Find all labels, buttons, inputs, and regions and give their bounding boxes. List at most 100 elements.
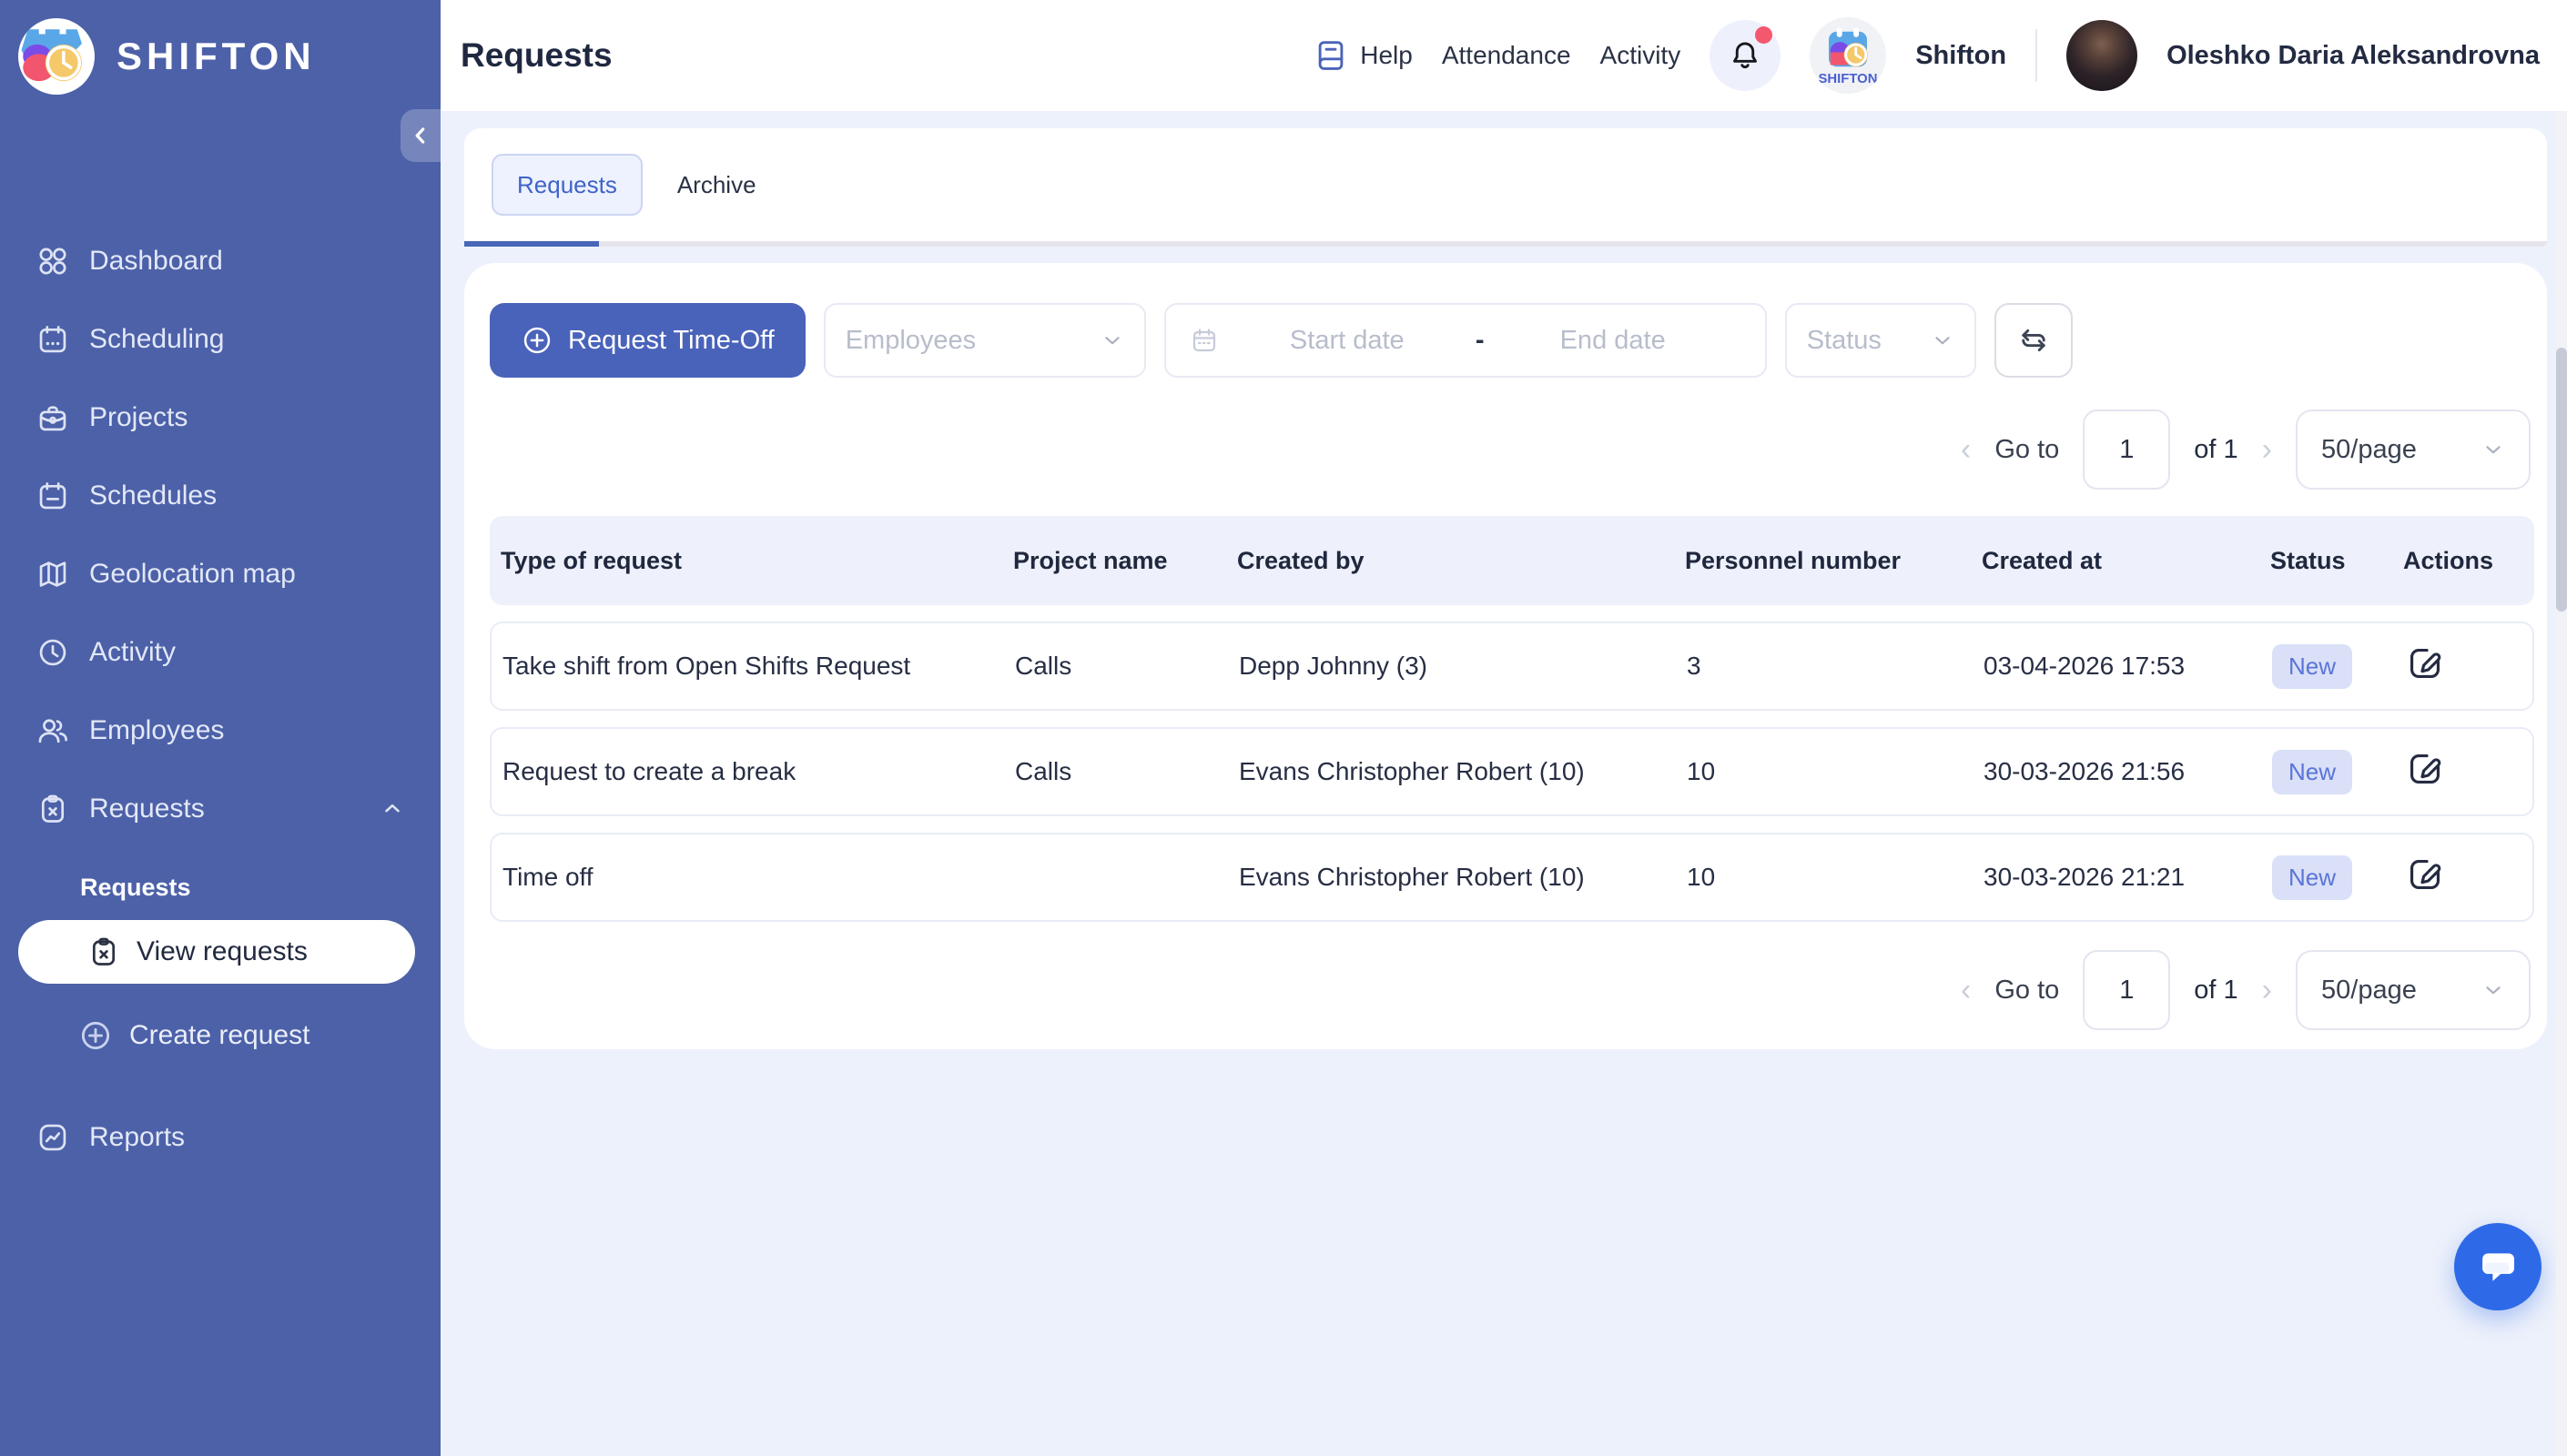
col-project-name: Project name bbox=[1013, 547, 1237, 575]
prev-page-button[interactable]: ‹ bbox=[1961, 975, 1971, 1006]
sidebar-item-view-requests[interactable]: View requests bbox=[18, 920, 415, 984]
scrollbar-thumb[interactable] bbox=[2556, 348, 2567, 612]
bell-icon bbox=[1727, 37, 1763, 74]
help-book-icon bbox=[1313, 37, 1349, 74]
activity-link[interactable]: Activity bbox=[1600, 41, 1681, 70]
filters-bar: Request Time-Off Employees Start date - … bbox=[490, 303, 2534, 378]
status-select[interactable]: Status bbox=[1785, 303, 1976, 378]
edit-request-button[interactable] bbox=[2405, 643, 2445, 683]
user-avatar[interactable] bbox=[2066, 20, 2137, 91]
cell-type: Request to create a break bbox=[492, 757, 1015, 786]
company-logo-icon[interactable]: SHIFTON bbox=[1810, 17, 1886, 94]
page-number-input[interactable] bbox=[2083, 950, 2170, 1030]
next-page-button[interactable]: › bbox=[2262, 975, 2272, 1006]
table-row: Time off Evans Christopher Robert (10) 1… bbox=[490, 833, 2534, 922]
calendar-line-icon bbox=[36, 480, 69, 512]
per-page-value: 50/page bbox=[2321, 435, 2417, 465]
help-link[interactable]: Help bbox=[1313, 37, 1413, 74]
tab-label: Requests bbox=[517, 171, 617, 199]
sidebar-item-label: Activity bbox=[89, 637, 176, 668]
briefcase-icon bbox=[36, 401, 69, 434]
per-page-select[interactable]: 50/page bbox=[2296, 950, 2531, 1030]
sidebar-item-employees[interactable]: Employees bbox=[0, 692, 441, 770]
select-placeholder: Employees bbox=[846, 326, 976, 356]
pagination-bottom: ‹ Go to of 1 › 50/page bbox=[490, 949, 2534, 1031]
page-count-label: of 1 bbox=[2194, 435, 2237, 465]
cell-status: New bbox=[2272, 750, 2405, 794]
chevron-down-icon bbox=[1931, 329, 1954, 352]
start-date-input[interactable]: Start date bbox=[1219, 326, 1476, 356]
sidebar-item-scheduling[interactable]: Scheduling bbox=[0, 300, 441, 379]
attendance-label: Attendance bbox=[1442, 41, 1571, 70]
cell-personnel: 10 bbox=[1687, 863, 1984, 892]
select-placeholder: Status bbox=[1807, 326, 1882, 356]
table-header-row: Type of request Project name Created by … bbox=[490, 516, 2534, 605]
topbar-right: Help Attendance Activity bbox=[1313, 17, 2540, 94]
chevron-down-icon bbox=[2481, 438, 2505, 461]
per-page-value: 50/page bbox=[2321, 976, 2417, 1006]
employees-select[interactable]: Employees bbox=[824, 303, 1146, 378]
edit-request-button[interactable] bbox=[2405, 749, 2445, 789]
sidebar-item-activity[interactable]: Activity bbox=[0, 613, 441, 692]
company-name[interactable]: Shifton bbox=[1915, 41, 2006, 71]
map-icon bbox=[36, 558, 69, 591]
active-tab-indicator bbox=[464, 241, 599, 247]
sidebar-item-dashboard[interactable]: Dashboard bbox=[0, 222, 441, 300]
clock-icon bbox=[36, 636, 69, 669]
cell-created-by: Evans Christopher Robert (10) bbox=[1239, 757, 1687, 786]
cell-created-by: Depp Johnny (3) bbox=[1239, 652, 1687, 681]
per-page-select[interactable]: 50/page bbox=[2296, 410, 2531, 490]
sidebar-item-create-request[interactable]: Create request bbox=[0, 1004, 441, 1067]
attendance-link[interactable]: Attendance bbox=[1442, 41, 1571, 70]
activity-label: Activity bbox=[1600, 41, 1681, 70]
col-personnel-number: Personnel number bbox=[1685, 547, 1982, 575]
reset-filters-button[interactable] bbox=[1994, 303, 2073, 378]
cell-personnel: 10 bbox=[1687, 757, 1984, 786]
tab-archive[interactable]: Archive bbox=[677, 154, 756, 216]
sidebar-item-requests[interactable]: Requests bbox=[0, 770, 441, 848]
prev-page-button[interactable]: ‹ bbox=[1961, 434, 1971, 465]
request-time-off-button[interactable]: Request Time-Off bbox=[490, 303, 806, 378]
scrollbar-track[interactable] bbox=[2556, 111, 2567, 1456]
cell-created-at: 30-03-2026 21:21 bbox=[1984, 863, 2272, 892]
dashboard-icon bbox=[36, 245, 69, 278]
end-date-input[interactable]: End date bbox=[1485, 326, 1741, 356]
cell-type: Time off bbox=[492, 863, 1015, 892]
status-badge: New bbox=[2272, 750, 2352, 794]
notifications-button[interactable] bbox=[1710, 20, 1781, 91]
notification-dot bbox=[1755, 26, 1772, 44]
chevron-left-icon bbox=[409, 124, 432, 147]
sidebar-item-projects[interactable]: Projects bbox=[0, 379, 441, 457]
user-name[interactable]: Oleshko Daria Aleksandrovna bbox=[2166, 41, 2540, 71]
sidebar-item-label: Projects bbox=[89, 402, 188, 433]
chat-widget-button[interactable] bbox=[2454, 1223, 2542, 1310]
brand: SHIFTON bbox=[0, 0, 441, 95]
sidebar-menu: Dashboard Scheduling Projects Schedules … bbox=[0, 222, 441, 1177]
sidebar-collapse-button[interactable] bbox=[401, 109, 441, 162]
go-to-label: Go to bbox=[1994, 435, 2059, 465]
shifton-logo-icon bbox=[18, 18, 95, 95]
sidebar-item-geolocation-map[interactable]: Geolocation map bbox=[0, 535, 441, 613]
chat-bubble-icon bbox=[2473, 1242, 2522, 1291]
sidebar-item-schedules[interactable]: Schedules bbox=[0, 457, 441, 535]
cell-status: New bbox=[2272, 644, 2405, 689]
help-label: Help bbox=[1360, 41, 1413, 70]
sidebar-item-reports[interactable]: Reports bbox=[0, 1098, 441, 1177]
status-badge: New bbox=[2272, 855, 2352, 900]
date-range-picker[interactable]: Start date - End date bbox=[1164, 303, 1767, 378]
sidebar-item-label: Employees bbox=[89, 715, 224, 746]
cell-type: Take shift from Open Shifts Request bbox=[492, 652, 1015, 681]
sidebar-item-label: Reports bbox=[89, 1122, 185, 1153]
col-status: Status bbox=[2270, 547, 2403, 575]
edit-request-button[interactable] bbox=[2405, 854, 2445, 895]
cell-actions bbox=[2405, 749, 2532, 795]
date-separator: - bbox=[1476, 326, 1485, 356]
page-number-input[interactable] bbox=[2083, 410, 2170, 490]
next-page-button[interactable]: › bbox=[2262, 434, 2272, 465]
clipboard-x-icon bbox=[36, 793, 69, 825]
tabs-bar: Requests Archive bbox=[464, 128, 2547, 247]
chevron-up-icon bbox=[380, 797, 404, 821]
cell-created-at: 30-03-2026 21:56 bbox=[1984, 757, 2272, 786]
col-created-at: Created at bbox=[1982, 547, 2270, 575]
tab-requests[interactable]: Requests bbox=[492, 154, 643, 216]
